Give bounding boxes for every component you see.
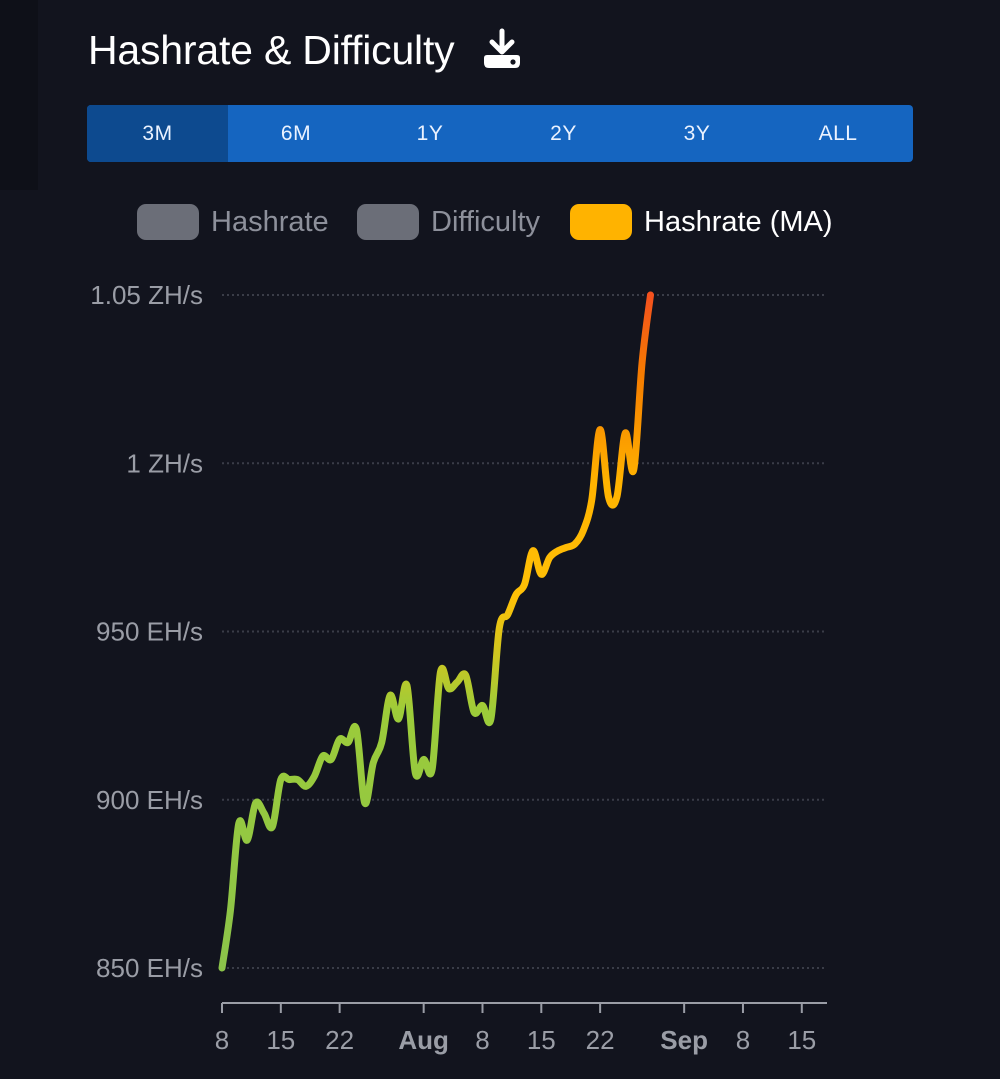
range-3m-button[interactable]: 3M bbox=[87, 105, 228, 162]
legend-hashrate-ma[interactable]: Hashrate (MA) bbox=[570, 204, 833, 240]
hashrate-ma-line bbox=[218, 291, 654, 972]
x-tick-label: Sep bbox=[660, 1025, 708, 1055]
x-tick-label: 8 bbox=[215, 1025, 229, 1055]
legend-hashrate-ma-swatch bbox=[570, 204, 632, 240]
x-tick-label: 22 bbox=[325, 1025, 354, 1055]
x-tick-label: 15 bbox=[787, 1025, 816, 1055]
y-tick-label: 950 EH/s bbox=[96, 617, 203, 647]
x-tick-label: 8 bbox=[475, 1025, 489, 1055]
y-tick-label: 1 ZH/s bbox=[126, 448, 203, 478]
range-3y-button[interactable]: 3Y bbox=[683, 121, 711, 145]
y-tick-label: 850 EH/s bbox=[96, 953, 203, 983]
x-axis: 8 15 22 Aug 8 15 22 Sep 8 15 bbox=[215, 1002, 827, 1055]
x-tick-label: 15 bbox=[527, 1025, 556, 1055]
legend-difficulty-swatch bbox=[357, 204, 419, 240]
chart-title: Hashrate & Difficulty bbox=[88, 26, 455, 73]
legend-hashrate-swatch bbox=[137, 204, 199, 240]
range-all-button[interactable]: ALL bbox=[818, 121, 858, 145]
legend-hashrate[interactable]: Hashrate bbox=[137, 204, 329, 240]
y-tick-label: 900 EH/s bbox=[96, 785, 203, 815]
range-1y-button[interactable]: 1Y bbox=[416, 121, 444, 145]
y-axis: 850 EH/s 900 EH/s 950 EH/s 1 ZH/s 1.05 ZH/s bbox=[90, 280, 203, 983]
legend-hashrate-label: Hashrate bbox=[211, 205, 329, 238]
download-icon[interactable] bbox=[480, 28, 524, 72]
x-tick-label: Aug bbox=[398, 1025, 449, 1055]
legend-hashrate-ma-label: Hashrate (MA) bbox=[644, 205, 833, 238]
time-range-selector: 3M 6M 1Y 2Y 3Y ALL bbox=[87, 105, 913, 162]
x-tick-label: 8 bbox=[736, 1025, 750, 1055]
series-layer bbox=[218, 291, 654, 972]
x-tick-label: 15 bbox=[266, 1025, 295, 1055]
x-tick-label: 22 bbox=[586, 1025, 615, 1055]
chart-header: Hashrate & Difficulty bbox=[88, 22, 524, 78]
left-edge-shade bbox=[0, 0, 38, 190]
range-2y-button[interactable]: 2Y bbox=[550, 121, 577, 145]
grid-lines bbox=[222, 294, 827, 969]
range-6m-button[interactable]: 6M bbox=[280, 121, 312, 145]
y-tick-label: 1.05 ZH/s bbox=[90, 280, 203, 310]
legend-difficulty-label: Difficulty bbox=[431, 205, 541, 238]
legend-difficulty[interactable]: Difficulty bbox=[357, 204, 540, 240]
